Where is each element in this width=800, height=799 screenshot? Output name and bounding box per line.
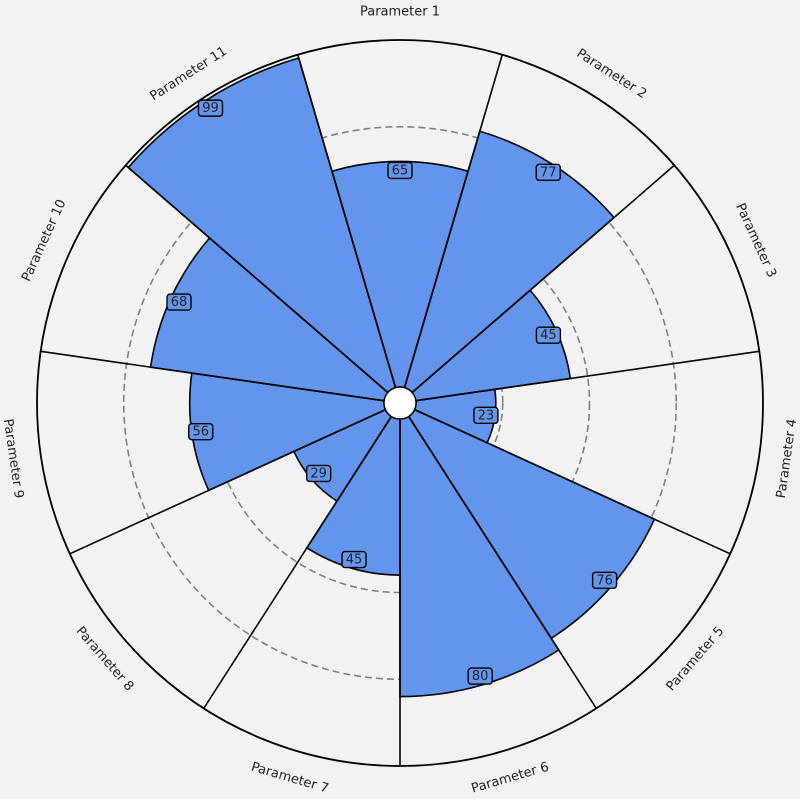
value-label-box [591, 571, 618, 589]
value-label: 76 [596, 573, 613, 588]
value-label: 65 [392, 163, 409, 178]
sector-spoke [415, 350, 760, 402]
center-hole [383, 386, 417, 420]
value-label-group: 99 [197, 99, 224, 117]
frame-layer [36, 39, 764, 767]
value-label-box [473, 406, 499, 425]
value-label-box [305, 464, 332, 483]
value-label-group: 77 [535, 163, 561, 182]
sector-spoke [69, 408, 386, 555]
spoke-layer [40, 54, 760, 766]
value-label: 99 [202, 101, 219, 116]
value-label-box [387, 161, 413, 180]
value-label-box [467, 667, 493, 685]
category-label: Parameter 7 [249, 760, 330, 797]
value-label-box [535, 163, 561, 182]
value-label-box [341, 550, 367, 569]
value-label-group: 29 [305, 464, 332, 483]
value-label-group: 45 [535, 326, 562, 344]
value-label: 29 [310, 466, 327, 481]
sector-spoke [414, 408, 731, 555]
value-label-group: 56 [188, 422, 214, 441]
value-label-box [166, 293, 192, 311]
category-label: Parameter 1 [360, 5, 440, 20]
value-label: 45 [540, 328, 557, 343]
category-label: Parameter 4 [774, 418, 800, 499]
sector-spoke [403, 54, 504, 388]
value-label-box [535, 326, 562, 344]
value-label-group: 23 [473, 406, 499, 425]
background-wedge [69, 409, 392, 709]
sector-spoke [40, 350, 385, 402]
value-label: 77 [540, 165, 557, 180]
category-label: Parameter 6 [470, 760, 551, 797]
outer-frame-circle [36, 39, 764, 767]
value-label: 56 [192, 425, 209, 440]
value-label-box [188, 422, 214, 441]
category-label: Parameter 3 [732, 201, 779, 280]
sector-spoke [203, 416, 393, 709]
value-label-group: 45 [341, 550, 367, 569]
category-label: Parameter 9 [0, 418, 26, 499]
value-label-group: 65 [387, 161, 413, 180]
sector-spoke [407, 416, 597, 709]
value-label: 45 [346, 553, 363, 568]
sector-spoke [411, 164, 675, 394]
value-label-box [197, 99, 224, 117]
value-label: 68 [171, 295, 188, 310]
value-label: 23 [478, 408, 495, 423]
sector-spoke [125, 164, 389, 394]
value-label-group: 76 [591, 571, 618, 589]
value-label-group: 80 [467, 667, 493, 685]
value-label-layer: 65 77 45 23 76 80 45 29 56 68 99 [166, 99, 618, 685]
sector-spoke [296, 54, 397, 388]
value-label: 80 [472, 669, 489, 684]
bar-layer [127, 57, 656, 698]
value-label-group: 68 [166, 293, 192, 311]
